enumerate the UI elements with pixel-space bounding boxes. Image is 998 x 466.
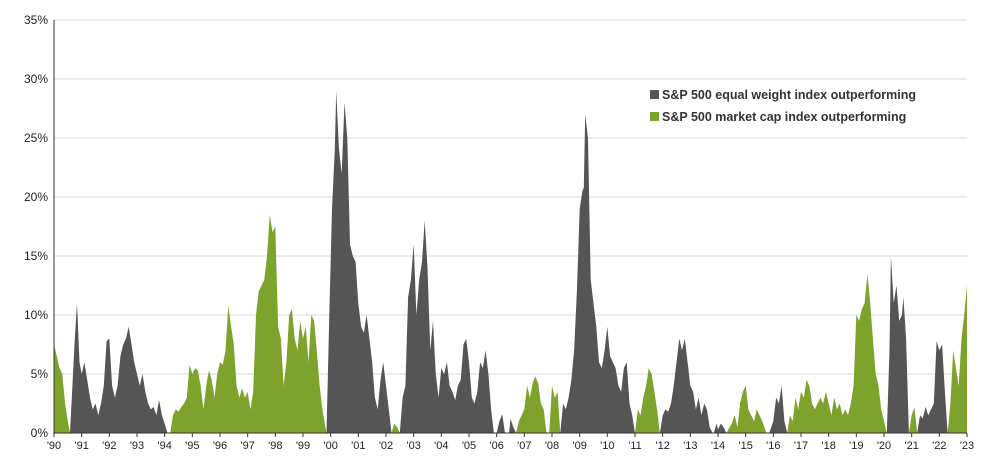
x-tick-label: '96: [213, 440, 227, 452]
x-tick-label: '15: [738, 440, 752, 452]
y-tick-label: 5%: [31, 367, 49, 381]
y-tick-label: 0%: [31, 426, 49, 440]
x-tick-label: '23: [960, 440, 974, 452]
x-tick-label: '17: [794, 440, 808, 452]
x-tick-label: '13: [683, 440, 697, 452]
x-tick-label: '22: [932, 440, 946, 452]
legend-swatch-equal-weight: [650, 90, 659, 99]
x-tick-label: '98: [268, 440, 282, 452]
legend-label-market-cap: S&P 500 market cap index outperforming: [662, 110, 906, 124]
y-tick-labels: 0% 5% 10% 15% 20% 25% 30% 35%: [24, 13, 48, 440]
x-tick-label: '91: [74, 440, 88, 452]
x-tick-label: '99: [296, 440, 310, 452]
y-tick-label: 10%: [24, 308, 48, 322]
x-tick-label: '90: [47, 440, 61, 452]
legend: S&P 500 equal weight index outperforming…: [650, 88, 916, 124]
x-tick-label: '06: [489, 440, 503, 452]
series-area-market-cap: [54, 214, 967, 433]
legend-label-equal-weight: S&P 500 equal weight index outperforming: [662, 88, 916, 102]
y-tick-label: 25%: [24, 131, 48, 145]
x-tick-label: '03: [406, 440, 420, 452]
x-tick-label: '20: [877, 440, 891, 452]
legend-swatch-market-cap: [650, 112, 659, 121]
x-tick-label: '18: [821, 440, 835, 452]
x-tick-label: '97: [240, 440, 254, 452]
x-tick-label: '12: [655, 440, 669, 452]
x-tick-labels: '90 '91 '92 '93 '94 '95 '96 '97 '98 '99 '00 '01 '02 '…: [47, 440, 974, 452]
x-tick-label: '01: [351, 440, 365, 452]
x-tick-label: '93: [130, 440, 144, 452]
y-tick-label: 35%: [24, 13, 48, 27]
x-tick-label: '07: [517, 440, 531, 452]
x-tick-label: '92: [102, 440, 116, 452]
x-tick-label: '11: [628, 440, 642, 452]
y-tick-label: 20%: [24, 190, 48, 204]
x-tick-label: '95: [185, 440, 199, 452]
gridlines: [54, 19, 967, 375]
x-tick-label: '16: [766, 440, 780, 452]
x-tick-label: '05: [462, 440, 476, 452]
x-tick-label: '94: [157, 440, 171, 452]
x-tick-label: '04: [434, 440, 448, 452]
x-tick-label: '02: [379, 440, 393, 452]
x-tick-label: '19: [849, 440, 863, 452]
series-areas: [54, 90, 967, 434]
x-tick-label: '09: [572, 440, 586, 452]
x-tick-label: '10: [600, 440, 614, 452]
series-area-equal-weight: [70, 90, 948, 434]
y-tick-label: 30%: [24, 72, 48, 86]
x-tick-label: '14: [711, 440, 725, 452]
x-tick-label: '08: [545, 440, 559, 452]
x-tick-label: '21: [904, 440, 918, 452]
y-tick-label: 15%: [24, 249, 48, 263]
x-tick-label: '00: [323, 440, 337, 452]
axes: [53, 20, 968, 437]
